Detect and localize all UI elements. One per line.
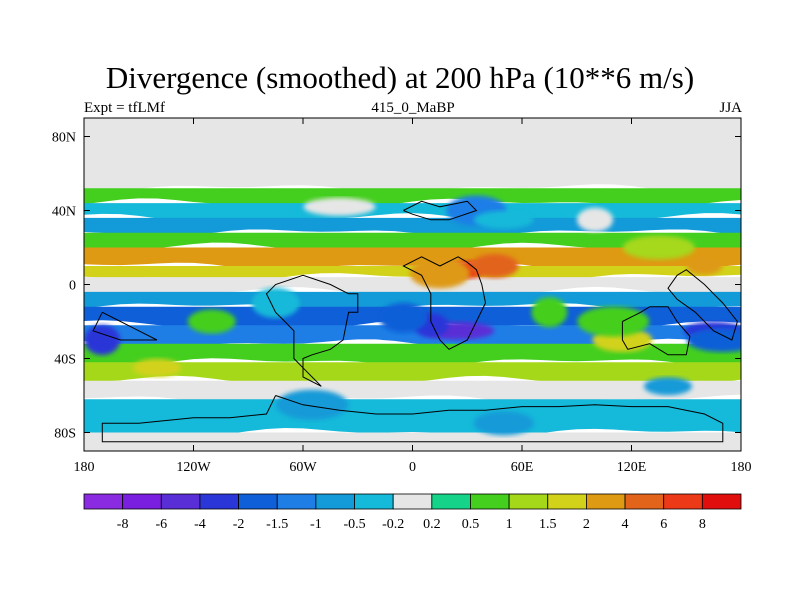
colorbar-label: 4 [622,517,629,532]
colorbar-label: -0.5 [343,517,365,532]
colorbar-swatch [238,493,278,510]
field-anomaly [187,309,236,334]
colorbar-label: 8 [699,517,706,532]
field-anomaly [473,411,534,436]
field-band [84,118,741,137]
colorbar-swatch [83,493,124,510]
field-band [84,232,741,252]
field-band [84,325,741,349]
field-anomaly [84,325,121,355]
colorbar-label: -4 [194,517,206,532]
field-anomaly [686,257,723,275]
field-band [84,343,741,368]
colorbar-label: 6 [660,517,667,532]
field-anomaly [303,197,376,216]
colorbar-swatch [276,493,317,510]
field-anomaly [473,210,534,229]
field-anomaly [577,306,650,337]
coastline-outline [667,269,738,341]
field-anomaly [470,254,519,278]
y-tick-label: 0 [69,279,76,294]
experiment-label: Expt = tfLMf [84,100,165,116]
field-band [84,380,741,405]
coastline-outline [621,306,691,356]
divergence-field [84,118,741,451]
y-tick-label: 40S [54,353,76,368]
field-anomaly [686,328,741,352]
y-axis: 80N 40N 0 40S 80S [52,131,741,442]
x-tick-label: 60E [511,460,534,475]
coastline-outline [92,311,158,341]
coastline-outline [403,200,478,221]
run-id-label: 415_0_MaBP [371,100,455,116]
field-anomaly [133,358,181,377]
field-anomaly [644,377,692,396]
coastline-outline [265,274,359,387]
field-band [84,291,741,312]
colorbar-label: -1.5 [266,517,288,532]
field-anomaly [577,207,613,232]
field-band [84,188,741,208]
x-tick-label: 0 [409,460,416,475]
field-band [84,136,741,194]
x-tick-label: 60W [289,460,317,475]
coastlines [92,200,738,443]
colorbar-label: 0.5 [462,517,480,532]
colorbar-swatch [199,493,239,510]
colorbar-swatch [354,493,394,510]
chart-title: Divergence (smoothed) at 200 hPa (10**6 … [105,60,695,95]
season-label: JJA [719,100,742,116]
field-anomaly [379,302,428,333]
colorbar-swatch [663,493,703,510]
field-anomaly [531,297,568,328]
field-band [84,203,741,223]
colorbar-swatch [624,493,665,510]
field-anomaly [622,235,695,260]
colorbar-swatch [586,493,626,510]
y-tick-label: 80N [52,131,76,146]
x-tick-label: 180 [731,460,752,475]
x-axis: 180 120W 60W 0 60E 120E 180 [74,118,752,475]
colorbar-label: 1 [506,517,513,532]
colorbar-swatch [547,493,587,510]
colorbar-swatch [315,493,355,510]
colorbar-label: 2 [583,517,590,532]
y-tick-label: 80S [54,427,76,442]
colorbar-swatch [508,493,549,510]
colorbar-label: -8 [117,517,129,532]
x-tick-label: 120W [176,460,211,475]
colorbar-label: -0.2 [382,517,404,532]
field-band [84,217,741,238]
colorbar-legend: -8 -6 -4 -2 -1.5 -1 -0.5 -0.2 0.2 0.5 1 1.5 2 4 6 8 [83,493,742,532]
colorbar-swatch [431,493,471,510]
field-band [84,247,741,271]
colorbar-swatch [392,493,433,510]
colorbar-label: 1.5 [539,517,557,532]
field-band [84,362,741,385]
colorbar-swatch [701,493,742,510]
x-tick-label: 180 [74,460,95,475]
coastline-outline [101,395,724,443]
x-tick-label: 120E [617,460,647,475]
colorbar-swatch [122,493,162,510]
y-tick-label: 40N [52,205,76,220]
field-anomaly [251,288,300,318]
field-band [84,277,741,297]
colorbar-label: -1 [310,517,322,532]
colorbar-label: 0.2 [423,517,441,532]
colorbar-label: -2 [233,517,245,532]
colorbar-swatch [160,493,201,510]
field-band [84,399,741,438]
colorbar-label: -6 [155,517,167,532]
colorbar-swatch [470,493,510,510]
field-anomaly [276,389,349,420]
coastline-outline [402,256,487,350]
